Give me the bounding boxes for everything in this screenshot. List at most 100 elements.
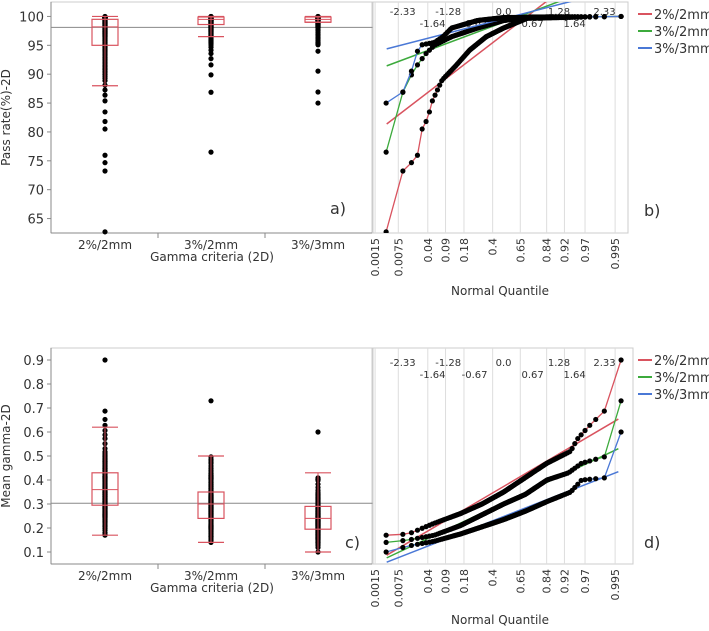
data-point: [414, 152, 421, 158]
panel-label: a): [330, 199, 346, 218]
data-point: [102, 408, 108, 414]
y-tick-label: 0.8: [23, 378, 44, 393]
data-point: [419, 126, 425, 132]
y-tick-label: 0.5: [23, 450, 44, 465]
data-point: [593, 476, 599, 482]
data-point: [408, 68, 415, 74]
data-point: [426, 109, 433, 115]
z-tick-label: 0.0: [496, 7, 512, 18]
data-point: [102, 118, 108, 125]
panel-c: 0.1 0.2 0.3 0.4 0.5 0.6 0.7 0.8 0.9 Mean gamma-2D…: [0, 347, 373, 595]
z-tick-label: -1.28: [435, 7, 461, 18]
data-point: [437, 82, 443, 88]
x-tick-label: 0.4: [487, 569, 500, 587]
x-tick-label: 2%/2mm: [78, 238, 132, 252]
data-point: [572, 441, 578, 447]
x-tick-label: 0.18: [458, 238, 471, 263]
y-tick-label: 0.4: [23, 474, 44, 489]
data-point: [419, 525, 425, 531]
y-tick-label: 0.3: [23, 498, 44, 513]
y-tick-label: 65: [27, 213, 44, 228]
y-axis-title: Pass rate(%)-2D: [0, 69, 13, 166]
z-tick-label: 2.33: [593, 7, 615, 18]
z-tick-label: 0.0: [496, 358, 512, 369]
data-point: [383, 549, 389, 555]
x-tick-label: 0.18: [458, 569, 471, 594]
data-point: [383, 229, 389, 233]
data-point: [208, 89, 214, 95]
data-point: [587, 476, 593, 482]
x-tick-label: 3%/2mm: [184, 238, 238, 252]
y-tick-label: 85: [27, 97, 44, 112]
x-tick-label: 0.0075: [392, 569, 405, 608]
data-point: [102, 160, 108, 166]
panel-d: 0.0015 0.0075 0.04 0.09 0.18 0.4 0.65 0.84 0.92 0…: [369, 347, 709, 627]
y-tick-label: 100: [19, 10, 44, 25]
data-point: [429, 98, 435, 104]
z-tick-label: -1.64: [420, 370, 446, 381]
data-point: [593, 14, 599, 20]
x-tick-label: 0.09: [440, 569, 453, 594]
x-tick-label: 0.92: [558, 238, 571, 263]
data-point: [315, 100, 321, 106]
data-point: [582, 477, 588, 483]
plot-content: [383, 357, 624, 563]
panel-label: d): [644, 533, 660, 552]
x-tick-label: 0.97: [579, 238, 592, 263]
panel-a: 65 70 75 80 85 90 95 100 Pass rate(%)-2D Gamma cr…: [0, 1, 373, 264]
panel-label: b): [644, 201, 660, 220]
x-tick-label: 0.04: [422, 569, 435, 594]
data-point: [414, 527, 421, 533]
y-tick-label: 0.9: [23, 354, 44, 369]
data-point: [414, 535, 421, 541]
x-tick-label: 3%/3mm: [291, 238, 345, 252]
data-point: [400, 89, 406, 95]
data-point: [102, 98, 108, 104]
data-point: [618, 429, 624, 435]
data-point: [569, 445, 575, 452]
data-point: [383, 532, 389, 538]
x-tick-label: 0.0015: [369, 238, 382, 277]
data-point: [587, 422, 593, 428]
legend-label: 3%/3mm: [654, 42, 709, 57]
z-tick-label: -1.64: [420, 19, 446, 30]
data-point: [408, 160, 415, 166]
data-point: [315, 429, 321, 435]
data-point: [582, 14, 588, 20]
data-point: [575, 481, 581, 487]
y-tick-label: 75: [27, 155, 44, 170]
panel-b: 0.0015 0.0075 0.04 0.09 0.18 0.4 0.65 0.84 0.92 0…: [369, 1, 709, 298]
data-point: [578, 477, 584, 484]
x-axis-title: Normal Quantile: [451, 613, 549, 627]
data-point: [419, 540, 425, 547]
series-line-2%/2mm: [386, 359, 622, 536]
y-tick-label: 70: [27, 184, 44, 199]
data-point: [419, 534, 425, 541]
x-tick-label: 0.995: [609, 238, 622, 270]
z-tick-label: -2.33: [390, 7, 416, 18]
data-point: [102, 168, 108, 174]
data-point: [587, 458, 593, 464]
box: [197, 491, 225, 519]
x-axis-title: Gamma criteria (2D): [150, 581, 274, 595]
y-tick-label: 0.1: [23, 546, 44, 561]
x-tick-label: 0.84: [541, 238, 554, 263]
data-point: [432, 92, 438, 98]
x-tick-label: 2%/2mm: [78, 569, 132, 583]
fit-line-2%/2mm: [386, 418, 619, 556]
data-point: [575, 435, 581, 442]
box: [304, 505, 332, 530]
data-point: [414, 48, 421, 54]
x-tick-label: 3%/3mm: [291, 569, 345, 583]
legend-label: 3%/2mm: [654, 371, 709, 386]
data-point: [601, 13, 607, 20]
x-tick-label: 0.0075: [392, 238, 405, 277]
x-tick-label: 0.65: [514, 238, 527, 263]
z-tick-label: 0.67: [521, 370, 543, 381]
data-point: [383, 149, 389, 155]
legend-label: 3%/2mm: [654, 25, 709, 40]
data-point: [102, 416, 108, 423]
y-axis-title: Mean gamma-2D: [0, 404, 13, 507]
data-point: [315, 89, 321, 95]
data-point: [601, 454, 607, 460]
